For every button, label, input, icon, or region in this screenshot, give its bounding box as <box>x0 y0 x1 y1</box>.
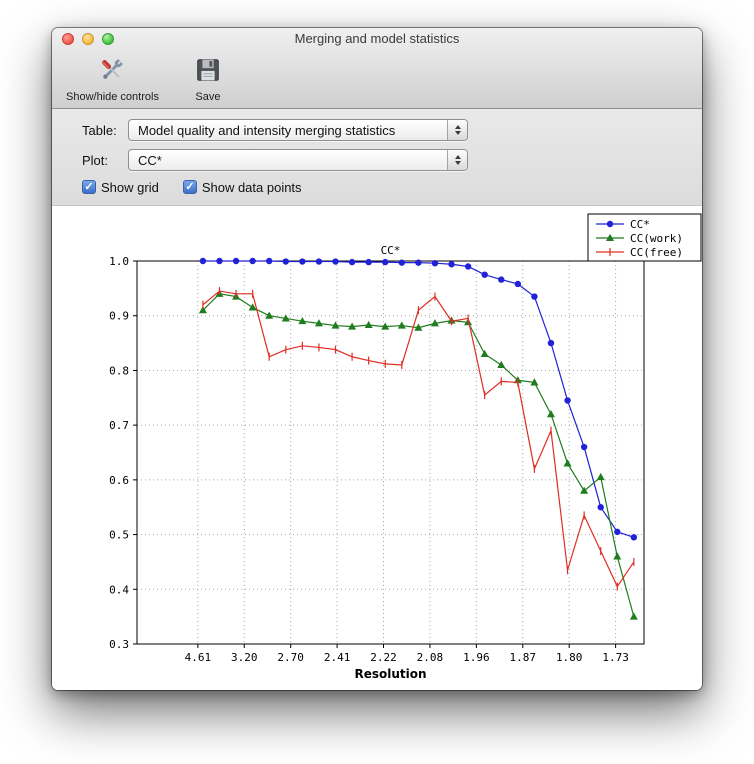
svg-text:1.80: 1.80 <box>556 651 583 664</box>
svg-text:0.9: 0.9 <box>109 310 129 323</box>
table-select[interactable]: Model quality and intensity merging stat… <box>128 119 468 141</box>
show-data-points-option: Show data points <box>182 179 302 195</box>
zoom-button[interactable] <box>102 33 114 45</box>
svg-text:2.22: 2.22 <box>370 651 397 664</box>
svg-text:0.4: 0.4 <box>109 583 129 596</box>
tools-icon <box>97 55 127 90</box>
updown-arrows-icon <box>447 150 467 170</box>
svg-text:0.6: 0.6 <box>109 474 129 487</box>
title-bar[interactable]: Merging and model statistics <box>52 28 702 50</box>
svg-text:CC(work): CC(work) <box>630 232 683 245</box>
svg-text:CC*: CC* <box>381 244 401 257</box>
svg-text:0.3: 0.3 <box>109 638 129 651</box>
window-header: Merging and model statistics <box>52 28 702 109</box>
show-grid-checkbox[interactable] <box>82 180 96 194</box>
window-title: Merging and model statistics <box>294 31 460 46</box>
traffic-lights <box>62 33 114 45</box>
save-label: Save <box>195 91 221 103</box>
svg-text:2.70: 2.70 <box>277 651 304 664</box>
close-button[interactable] <box>62 33 74 45</box>
svg-text:0.7: 0.7 <box>109 419 129 432</box>
show-hide-controls-button[interactable]: Show/hide controls <box>66 55 159 103</box>
svg-text:2.41: 2.41 <box>324 651 351 664</box>
table-select-value: Model quality and intensity merging stat… <box>138 122 396 138</box>
svg-text:1.0: 1.0 <box>109 255 129 268</box>
save-button[interactable]: Save <box>193 55 223 103</box>
plot-area: 4.61 3.20 2.70 2.41 2.22 2.08 1.96 1.87 1.80 1.73… <box>52 206 702 690</box>
svg-text:0.8: 0.8 <box>109 364 129 377</box>
show-grid-option: Show grid <box>82 180 159 195</box>
save-icon <box>193 55 223 90</box>
plot-label: Plot: <box>82 152 109 168</box>
updown-arrows-icon <box>447 120 467 140</box>
plot-select-value: CC* <box>138 152 162 168</box>
table-label: Table: <box>82 122 117 138</box>
show-hide-controls-label: Show/hide controls <box>66 91 159 103</box>
svg-text:3.20: 3.20 <box>231 651 258 664</box>
toolbar: Show/hide controls Save <box>52 50 702 108</box>
svg-text:CC*: CC* <box>630 218 650 231</box>
svg-text:1.96: 1.96 <box>463 651 490 664</box>
show-data-points-label: Show data points <box>201 179 302 195</box>
statistics-chart: 4.61 3.20 2.70 2.41 2.22 2.08 1.96 1.87 1.80 1.73… <box>109 213 702 681</box>
svg-text:Resolution: Resolution <box>354 667 426 681</box>
show-grid-label: Show grid <box>101 179 159 195</box>
svg-text:CC(free): CC(free) <box>630 246 683 259</box>
svg-text:1.87: 1.87 <box>510 651 536 664</box>
minimize-button[interactable] <box>82 33 94 45</box>
svg-text:4.61: 4.61 <box>185 651 212 664</box>
controls-panel: Table: Model quality and intensity mergi… <box>52 109 702 206</box>
show-data-points-checkbox[interactable] <box>182 180 197 194</box>
svg-text:0.5: 0.5 <box>109 529 129 542</box>
plot-select[interactable]: CC* <box>128 149 468 171</box>
svg-text:2.08: 2.08 <box>417 651 444 664</box>
svg-text:1.73: 1.73 <box>602 651 629 664</box>
app-window: Merging and model statistics <box>52 28 702 690</box>
